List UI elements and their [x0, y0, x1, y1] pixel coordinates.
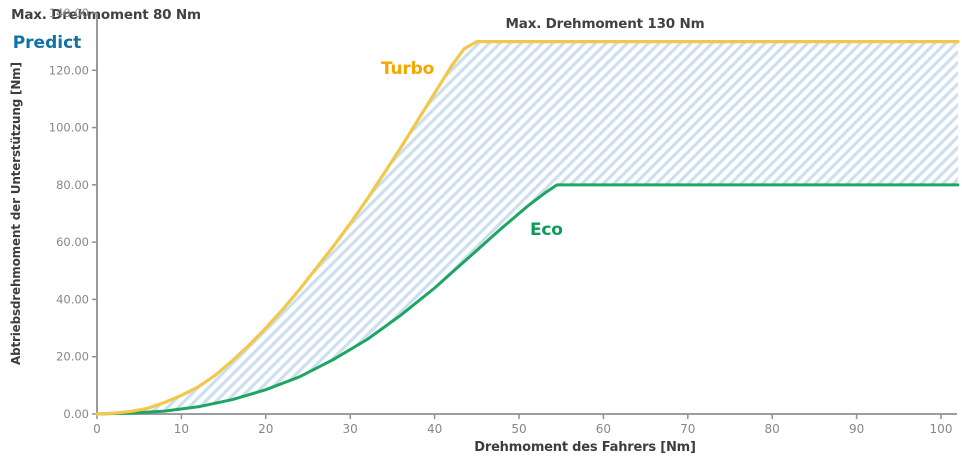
annotation-max-drehmoment-130: Max. Drehmoment 130 Nm [505, 16, 705, 32]
y-axis-title: Abtriebsdrehmoment der Unterstützung [Nm… [9, 62, 23, 365]
turbo-curve [95, 40, 960, 416]
x-tick-label: 90 [849, 422, 864, 436]
x-tick-label: 60 [596, 422, 611, 436]
y-tick-label: 140.00 [49, 6, 89, 20]
annotation-max-drehmoment-80: Max. Drehmoment 80 Nm [0, 0, 212, 29]
y-tick-label: 100.00 [49, 121, 89, 135]
x-tick-label: 80 [765, 422, 780, 436]
x-tick-label: 50 [511, 422, 526, 436]
x-tick-label: 70 [680, 422, 695, 436]
y-tick-label: 60.00 [56, 235, 89, 249]
turbo-curve-label: Turbo [381, 59, 435, 79]
x-tick-label: 10 [174, 422, 189, 436]
eco-curve-label: Eco [530, 220, 563, 240]
x-tick-label: 20 [258, 422, 273, 436]
y-tick-label: 20.00 [56, 350, 89, 364]
x-tick-label: 30 [343, 422, 358, 436]
predict-band-label: Predict [0, 29, 94, 57]
predict-band-label-text: Predict [12, 33, 82, 53]
x-tick-label: 40 [427, 422, 442, 436]
x-tick-label: 0 [93, 422, 101, 436]
x-axis-title: Drehmoment des Fahrers [Nm] [474, 440, 696, 455]
y-tick-label: 40.00 [56, 292, 89, 306]
x-tick-label: 100 [930, 422, 953, 436]
y-tick-label: 0.00 [63, 407, 89, 421]
predict-band-area [97, 41, 958, 414]
y-tick-label: 80.00 [56, 178, 89, 192]
eco-curve [95, 183, 960, 416]
y-tick-label: 120.00 [49, 63, 89, 77]
annotation-max-drehmoment-80-text: Max. Drehmoment 80 Nm [11, 6, 201, 23]
